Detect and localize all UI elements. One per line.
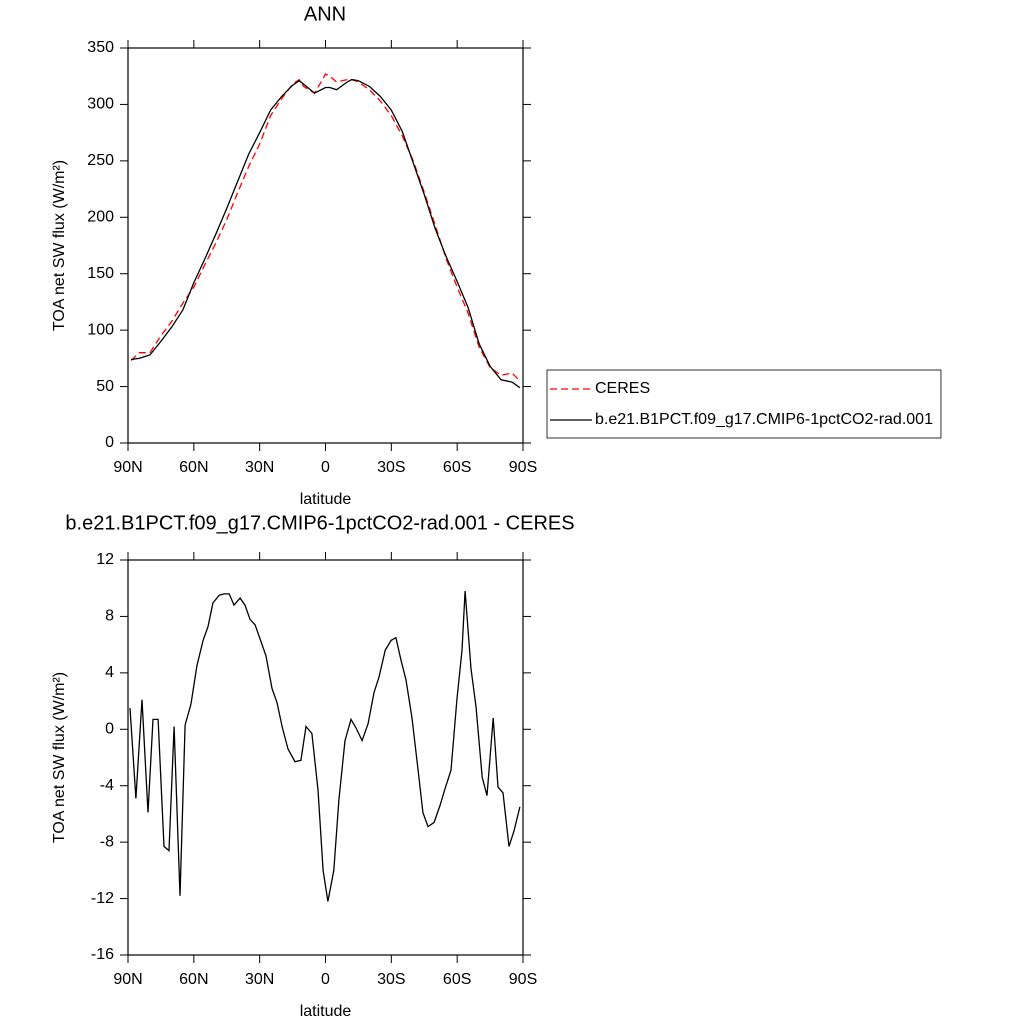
x-tick-label: 60N [179,971,208,988]
legend-box [546,369,942,439]
series-line [131,78,521,389]
y-tick-label: 12 [96,551,114,568]
y-tick-label: 100 [87,321,114,338]
y-tick-label: 0 [105,721,114,738]
y-tick-label: 8 [105,608,114,625]
legend: CERES b.e21.B1PCT.f09_g17.CMIP6-1pctCO2-r… [546,369,942,439]
y-tick-label: 250 [87,152,114,169]
x-tick-label: 90S [509,971,537,988]
y-tick-label: 200 [87,209,114,226]
chart-title: ANN [304,3,346,25]
x-axis-label: latitude [300,1003,352,1020]
series-line [129,590,521,902]
plot-frame [127,559,524,956]
x-tick-label: 60N [179,459,208,476]
x-tick-label: 30N [245,971,274,988]
chart-title: b.e21.B1PCT.f09_g17.CMIP6-1pctCO2-rad.00… [65,512,574,534]
x-tick-label: 90N [113,459,142,476]
x-tick-label: 30S [377,459,405,476]
x-tick-label: 0 [321,971,330,988]
y-axis-label: TOA net SW flux (W/m²) [51,672,68,843]
y-tick-label: -8 [100,833,114,850]
series-line [130,73,521,382]
y-tick-label: 300 [87,96,114,113]
y-tick-label: 50 [96,378,114,395]
y-tick-label: -16 [91,946,114,963]
x-axis-label: latitude [300,491,352,508]
y-tick-label: 0 [105,434,114,451]
plot-frame [127,47,524,444]
x-tick-label: 60S [443,971,471,988]
y-tick-label: 350 [87,39,114,56]
y-tick-label: 150 [87,265,114,282]
legend-label: b.e21.B1PCT.f09_g17.CMIP6-1pctCO2-rad.00… [595,411,933,428]
x-tick-label: 90N [113,971,142,988]
y-axis-label: TOA net SW flux (W/m²) [51,160,68,331]
y-tick-label: -4 [100,777,114,794]
x-tick-label: 0 [321,459,330,476]
y-tick-label: 4 [105,664,114,681]
x-tick-label: 30S [377,971,405,988]
y-tick-label: -12 [91,890,114,907]
x-tick-label: 60S [443,459,471,476]
x-tick-label: 90S [509,459,537,476]
x-tick-label: 30N [245,459,274,476]
legend-label: CERES [595,380,650,397]
